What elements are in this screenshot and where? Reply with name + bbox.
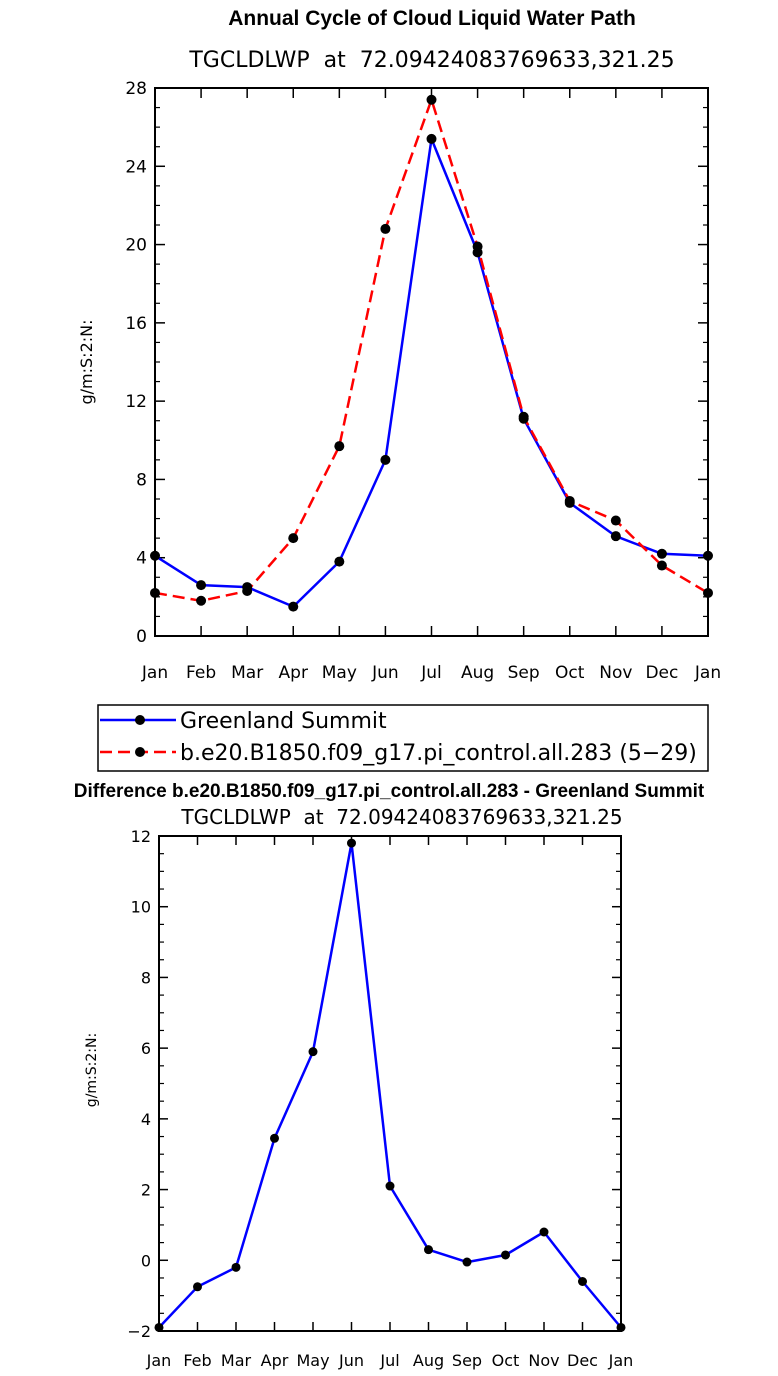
chart-top-series-0-line [154, 137, 709, 608]
chart-bottom-xtick-label: Sep [452, 1351, 482, 1370]
chart-top-series-0-point [380, 454, 391, 465]
legend-box [97, 704, 709, 772]
chart-top: Annual Cycle of Cloud Liquid Water Path … [77, 7, 721, 683]
chart-top-xtick-label: Aug [461, 663, 494, 683]
chart-bottom-xtick-label: Jan [608, 1351, 634, 1370]
chart-bottom-ytick-label: 4 [141, 1110, 151, 1129]
legend-label-model: b.e20.B1850.f09_g17.pi_control.all.283 (… [180, 741, 697, 766]
chart-bottom-ytick-label: 12 [131, 827, 151, 846]
chart-bottom-series-0-point [424, 1245, 433, 1255]
chart-top-xtick-label: Nov [599, 663, 632, 683]
chart-top-series-0-point [196, 580, 207, 591]
chart-bottom-xtick-label: Apr [261, 1351, 289, 1370]
chart-top-ytick-label: 0 [136, 627, 147, 647]
chart-top-xtick-label: Dec [645, 663, 678, 683]
chart-bottom-xtick-label: Aug [413, 1351, 444, 1370]
chart-bottom-ytick-label: 0 [141, 1251, 151, 1270]
chart-top-plot-frame [154, 87, 709, 637]
chart-top-xtick-label: Jan [141, 663, 168, 683]
chart-top-series-1-point [656, 560, 667, 571]
legend-marker-greenland [135, 715, 145, 725]
chart-top-xtick-label: Jan [694, 663, 721, 683]
chart-bottom-series-0-line [158, 841, 622, 1329]
chart-bottom-series-0-point [308, 1047, 318, 1057]
chart-bottom-series-0-point [578, 1277, 587, 1286]
chart-top-series-1-point [518, 411, 529, 422]
chart-bottom-series-0-point [347, 838, 356, 848]
chart-bottom-series-0-point [539, 1227, 549, 1237]
chart-bottom: Difference b.e20.B1850.f09_g17.pi_contro… [74, 781, 705, 1370]
chart-bottom-xtick-label: Jul [379, 1351, 399, 1370]
chart-bottom-ytick-label: 8 [141, 968, 151, 987]
chart-top-series-1-point [380, 223, 391, 234]
chart-top-ytick-label: 20 [125, 236, 147, 256]
chart-top-xtick-label: Oct [555, 663, 585, 683]
chart-bottom-ylabel: g/m:S:2:N: [84, 1033, 100, 1107]
chart-bottom-xtick-label: Jan [146, 1351, 172, 1370]
chart-top-series-1-point [242, 585, 253, 596]
chart-top-xtick-label: Apr [279, 663, 308, 683]
chart-bottom-xtick-label: Dec [567, 1351, 598, 1370]
chart-top-xtick-label: Feb [186, 663, 216, 683]
chart-top-series-1-point [472, 241, 483, 252]
chart-top-ytick-label: 8 [136, 470, 147, 490]
chart-top-xtick-label: Jul [420, 663, 442, 683]
chart-bottom-xtick-label: Oct [492, 1351, 520, 1370]
legend: Greenland Summit b.e20.B1850.f09_g17.pi_… [97, 704, 709, 772]
chart-top-series-1-point [196, 595, 207, 606]
chart-top-ytick-label: 4 [136, 549, 147, 569]
chart-top-series-0-point [656, 548, 667, 559]
chart-top-ytick-label: 16 [125, 314, 147, 334]
chart-top-subtitle: TGCLDLWP at 72.09424083769633,321.25 [188, 48, 674, 73]
chart-bottom-series-0-point [462, 1257, 472, 1267]
chart-bottom-ytick-label: 6 [141, 1039, 151, 1058]
chart-top-title: Annual Cycle of Cloud Liquid Water Path [228, 7, 636, 30]
chart-bottom-xtick-label: May [296, 1351, 329, 1370]
chart-bottom-ytick-label: 2 [141, 1181, 151, 1200]
chart-top-series-0-point [334, 556, 345, 567]
chart-bottom-series-0-point [270, 1133, 279, 1143]
chart-top-ytick-label: 28 [125, 79, 147, 99]
chart-bottom-series-0-point [231, 1262, 241, 1272]
chart-top-xtick-label: May [322, 663, 357, 683]
chart-bottom-series-0-point [385, 1181, 395, 1191]
legend-marker-model [135, 747, 145, 757]
legend-label-greenland: Greenland Summit [180, 709, 387, 734]
chart-top-xtick-label: Mar [231, 663, 263, 683]
chart-top-series-1-point [426, 94, 437, 105]
chart-bottom-plot-frame [158, 835, 622, 1332]
chart-bottom-ytick-label: 10 [131, 898, 151, 917]
chart-bottom-series-0-point [501, 1250, 510, 1260]
chart-top-xtick-label: Jun [371, 663, 399, 683]
chart-bottom-title: Difference b.e20.B1850.f09_g17.pi_contro… [74, 781, 705, 802]
chart-top-series-1-point [334, 441, 345, 452]
chart-top-series-0-point [610, 531, 621, 542]
chart-bottom-ytick-label: −2 [127, 1322, 151, 1341]
chart-bottom-xtick-label: Nov [528, 1351, 559, 1370]
chart-top-ytick-label: 24 [125, 157, 147, 177]
chart-bottom-xtick-label: Feb [183, 1351, 211, 1370]
chart-top-series-0-point [426, 133, 437, 144]
chart-top-xtick-label: Sep [508, 663, 540, 683]
chart-top-series-1-line [154, 98, 709, 603]
chart-top-series-1-point [288, 533, 299, 544]
chart-top-ylabel: g/m:S:2:N: [77, 320, 96, 405]
chart-top-series-0-point [288, 601, 299, 612]
chart-top-ytick-label: 12 [125, 392, 147, 412]
chart-top-series-1-point [564, 495, 575, 506]
chart-bottom-xtick-label: Mar [221, 1351, 252, 1370]
chart-bottom-series-0-point [193, 1282, 202, 1292]
chart-bottom-subtitle: TGCLDLWP at 72.09424083769633,321.25 [180, 805, 622, 829]
chart-top-series-1-point [610, 515, 621, 526]
chart-bottom-xtick-label: Jun [338, 1351, 364, 1370]
